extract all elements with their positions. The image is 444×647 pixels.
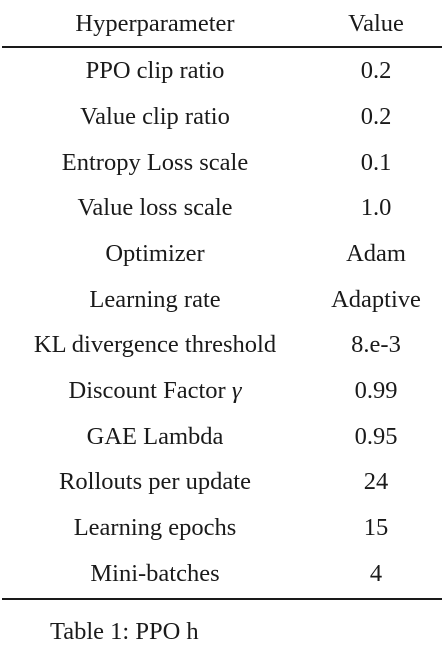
row-value-discount-factor: 0.99 [354,377,398,404]
row-value-gae-lambda: 0.95 [354,423,398,450]
row-value-entropy-loss-scale: 0.1 [360,149,392,176]
row-value-learning-epochs: 15 [363,514,389,541]
row-value-optimizer: Adam [346,240,406,267]
row-param-rollouts-per-update: Rollouts per update [59,468,251,495]
discount-factor-label: Discount Factor [68,377,232,404]
row-param-optimizer: Optimizer [105,240,205,267]
row-param-entropy-loss-scale: Entropy Loss scale [61,149,249,176]
table-caption: Table 1: PPO h [50,618,199,645]
table-top-rule [2,46,442,48]
row-value-mini-batches: 4 [369,560,383,587]
header-value: Value [348,10,404,37]
row-value-value-clip-ratio: 0.2 [360,103,392,130]
row-param-mini-batches: Mini-batches [90,560,220,587]
gamma-symbol: γ [231,377,242,404]
row-param-value-clip-ratio: Value clip ratio [80,103,230,130]
header-hyperparameter: Hyperparameter [75,10,235,37]
row-value-ppo-clip-ratio: 0.2 [360,57,392,84]
row-param-value-loss-scale: Value loss scale [77,194,233,221]
row-param-gae-lambda: GAE Lambda [86,423,224,450]
table-bottom-rule [2,598,442,600]
row-value-value-loss-scale: 1.0 [360,194,392,221]
row-param-kl-divergence-threshold: KL divergence threshold [33,331,277,358]
row-param-learning-rate: Learning rate [89,286,221,313]
row-param-ppo-clip-ratio: PPO clip ratio [85,57,225,84]
row-value-rollouts-per-update: 24 [363,468,389,495]
row-param-learning-epochs: Learning epochs [73,514,237,541]
row-value-learning-rate: Adaptive [331,286,421,313]
row-param-discount-factor: Discount Factor γ [69,376,242,406]
row-value-kl-divergence-threshold: 8.e-3 [351,331,401,358]
